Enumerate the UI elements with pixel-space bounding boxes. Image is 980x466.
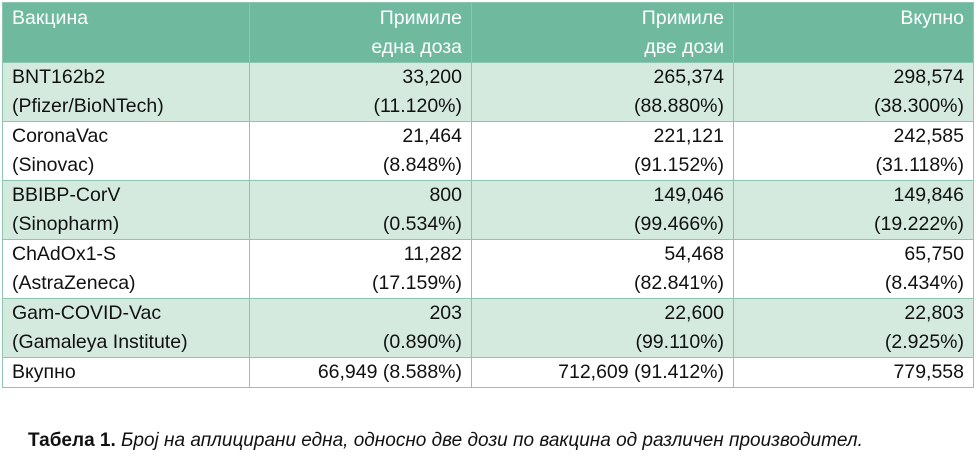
header-vaccine: Вакцина xyxy=(2,2,250,63)
header-total: Вкупно xyxy=(733,2,974,63)
total-cell: 298,574 (38.300%) xyxy=(733,62,974,122)
one-dose-cell: 11,282 (17.159%) xyxy=(249,239,472,299)
vaccine-dose-table: Вакцина Примиле една доза Примиле две до… xyxy=(2,2,974,388)
two-doses-cell: 22,600 (99.110%) xyxy=(471,298,734,358)
total-cell: 22,803 (2.925%) xyxy=(733,298,974,358)
caption-label: Табела 1. xyxy=(28,430,116,451)
total-cell: 65,750 (8.434%) xyxy=(733,239,974,299)
one-dose-cell: 33,200 (11.120%) xyxy=(249,62,472,122)
total-cell: 149,846 (19.222%) xyxy=(733,180,974,240)
two-doses-cell: 54,468 (82.841%) xyxy=(471,239,734,299)
table-header: Вакцина Примиле една доза Примиле две до… xyxy=(2,2,974,63)
vaccine-cell: Gam-COVID-Vac (Gamaleya Institute) xyxy=(2,298,250,358)
one-dose-cell: 21,464 (8.848%) xyxy=(249,121,472,181)
total-row: Вкупно 66,949 (8.588%) 712,609 (91.412%)… xyxy=(2,357,974,388)
two-doses-cell: 265,374 (88.880%) xyxy=(471,62,734,122)
header-two-doses: Примиле две дози xyxy=(471,2,734,63)
total-two-doses-cell: 712,609 (91.412%) xyxy=(471,357,734,388)
header-one-dose: Примиле една доза xyxy=(249,2,472,63)
one-dose-cell: 203 (0.890%) xyxy=(249,298,472,358)
table-row: BBIBP-CorV (Sinopharm) 800 (0.534%) 149,… xyxy=(2,180,974,240)
header-row: Вакцина Примиле една доза Примиле две до… xyxy=(2,2,974,63)
table-row: CoronaVac (Sinovac) 21,464 (8.848%) 221,… xyxy=(2,121,974,181)
two-doses-cell: 221,121 (91.152%) xyxy=(471,121,734,181)
vaccine-cell: CoronaVac (Sinovac) xyxy=(2,121,250,181)
table-row: BNT162b2 (Pfizer/BioNTech) 33,200 (11.12… xyxy=(2,62,974,122)
total-row-label: Вкупно xyxy=(2,357,250,388)
table-caption: Табела 1. Број на аплицирани една, однос… xyxy=(28,429,948,453)
table-row: Gam-COVID-Vac (Gamaleya Institute) 203 (… xyxy=(2,298,974,358)
table-body: BNT162b2 (Pfizer/BioNTech) 33,200 (11.12… xyxy=(2,62,974,388)
table-row: ChAdOx1-S (AstraZeneca) 11,282 (17.159%)… xyxy=(2,239,974,299)
total-cell: 242,585 (31.118%) xyxy=(733,121,974,181)
vaccine-cell: BBIBP-CorV (Sinopharm) xyxy=(2,180,250,240)
one-dose-cell: 800 (0.534%) xyxy=(249,180,472,240)
caption-text: Број на аплицирани една, односно две доз… xyxy=(121,430,863,451)
total-one-dose-cell: 66,949 (8.588%) xyxy=(249,357,472,388)
total-total-cell: 779,558 xyxy=(733,357,974,388)
two-doses-cell: 149,046 (99.466%) xyxy=(471,180,734,240)
vaccine-cell: ChAdOx1-S (AstraZeneca) xyxy=(2,239,250,299)
vaccine-cell: BNT162b2 (Pfizer/BioNTech) xyxy=(2,62,250,122)
